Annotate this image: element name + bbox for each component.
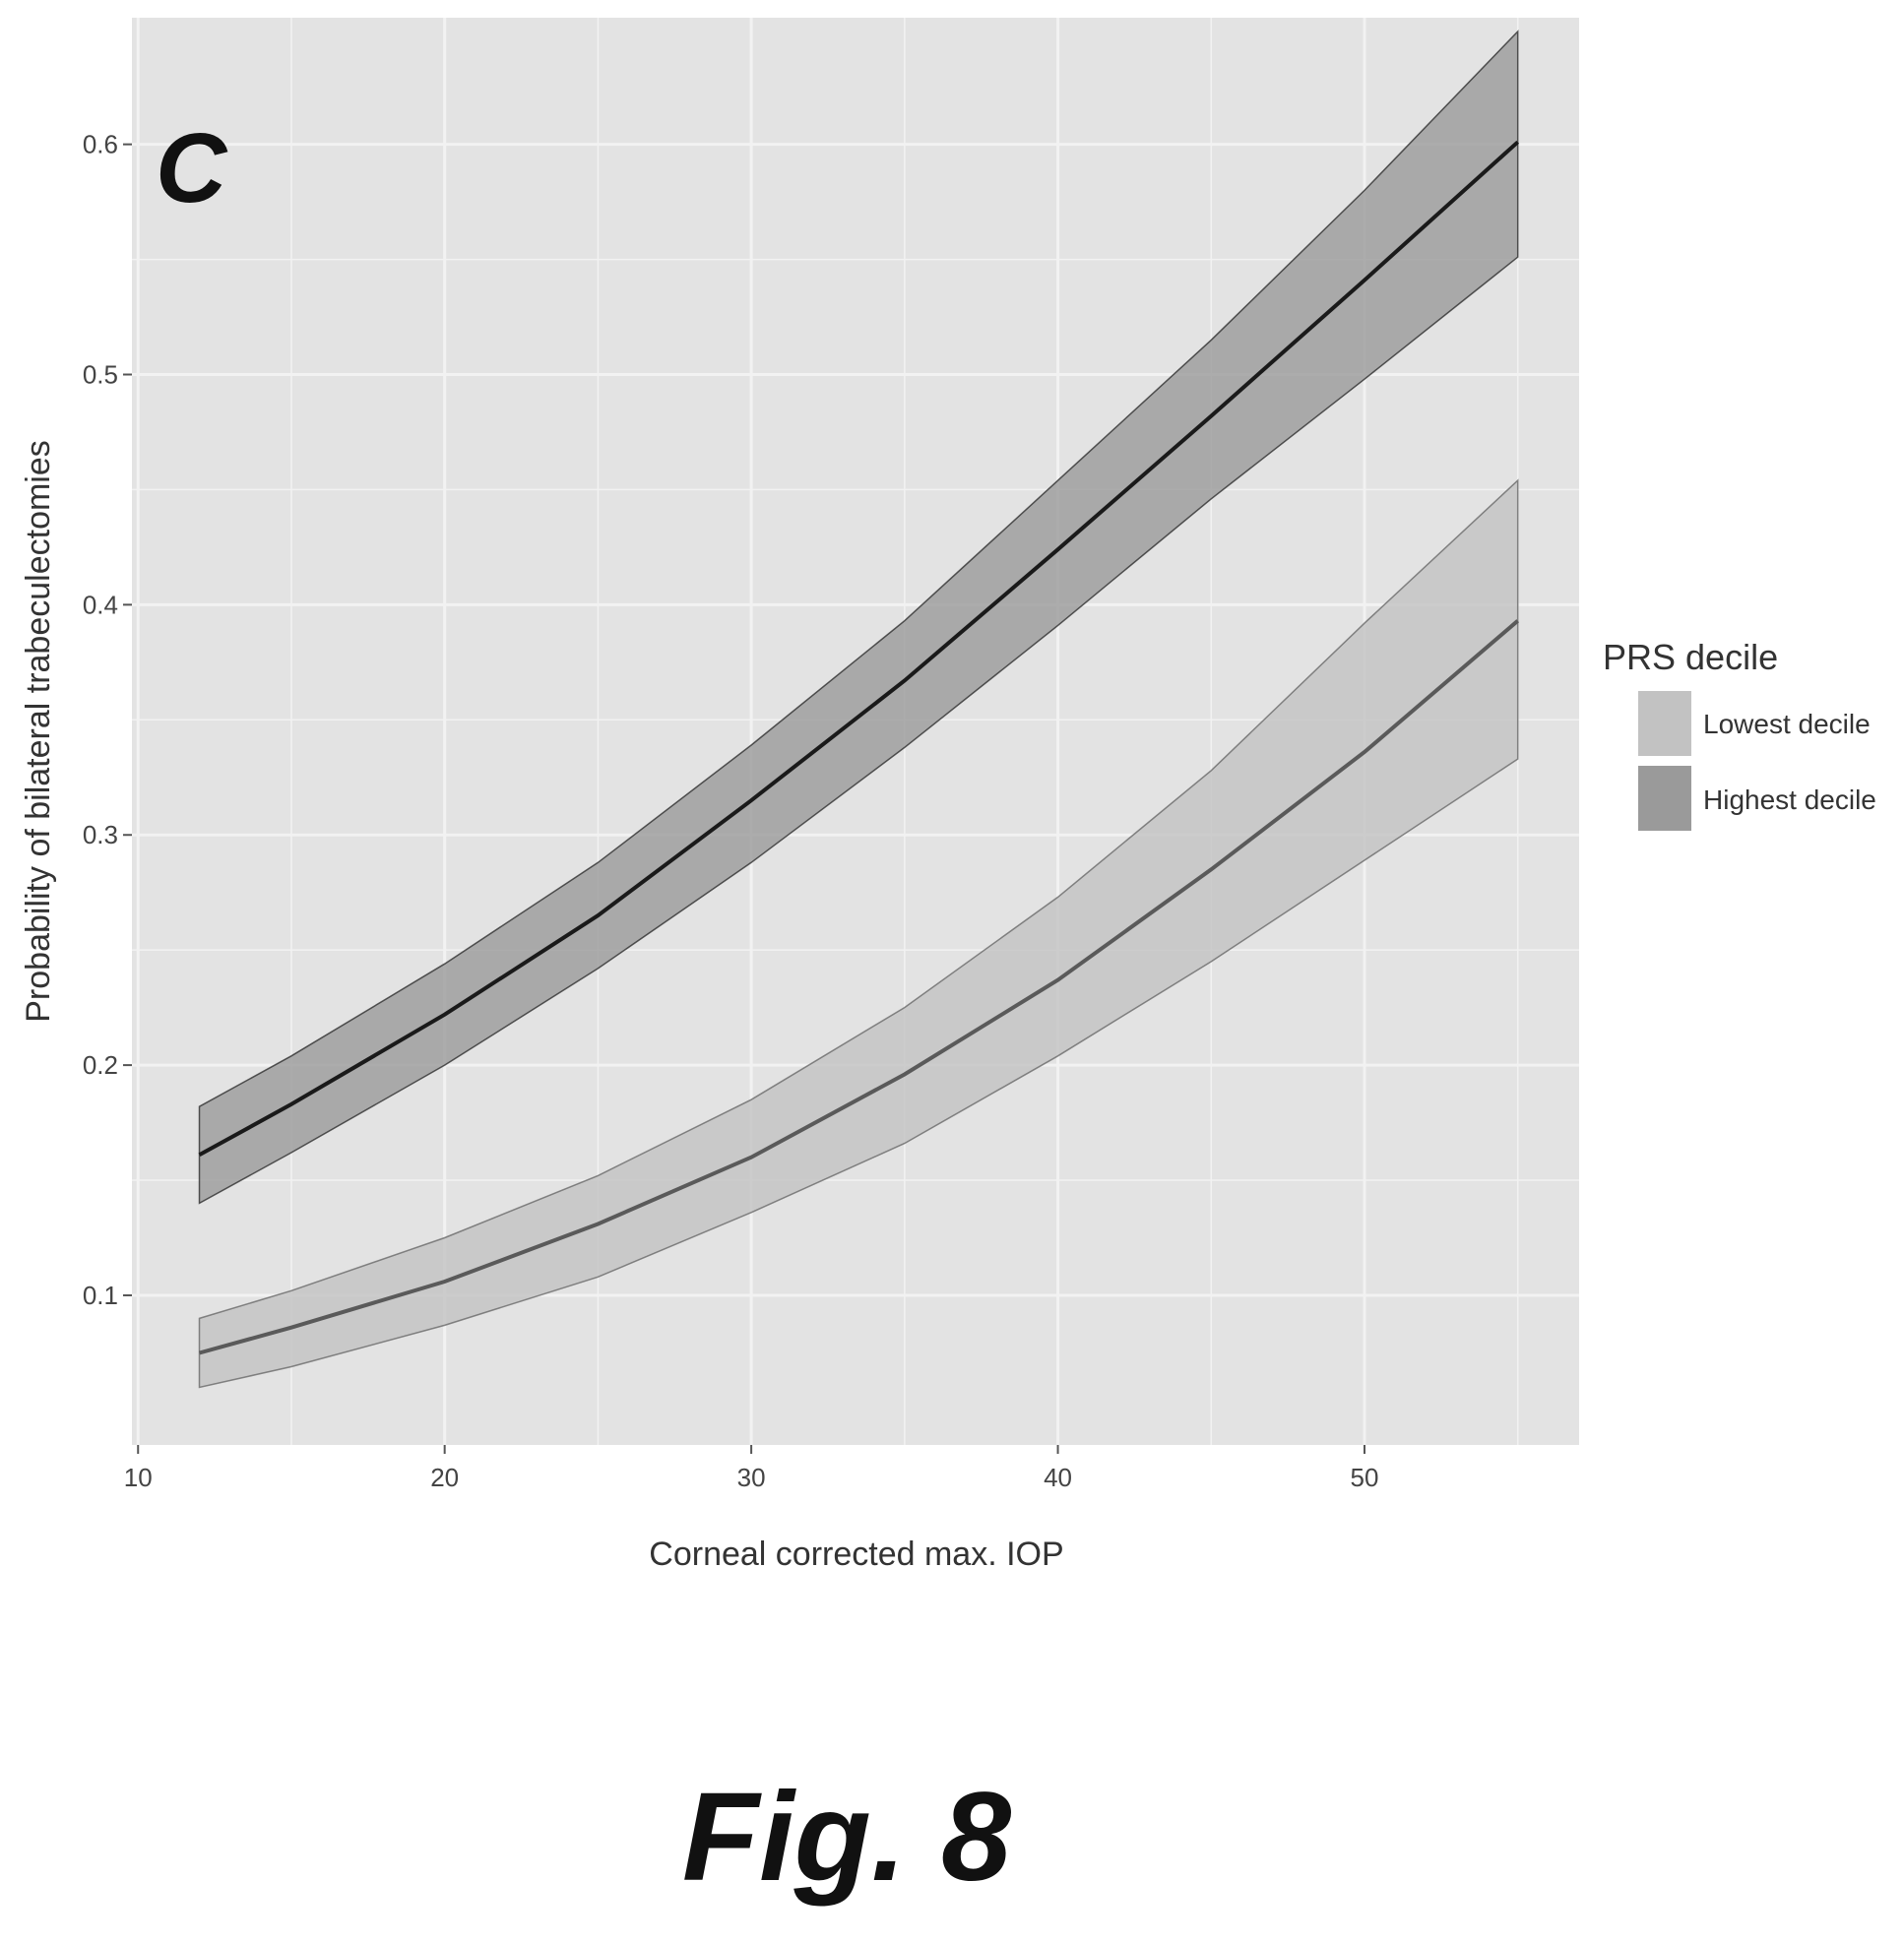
x-tick-label: 40 xyxy=(1044,1463,1072,1492)
figure-caption: Fig. 8 xyxy=(682,1767,1011,1908)
y-axis-title: Probability of bilateral trabeculectomie… xyxy=(20,440,57,1023)
x-tick-label: 20 xyxy=(430,1463,459,1492)
legend-label-highest-decile: Highest decile xyxy=(1703,784,1876,815)
x-tick-label: 50 xyxy=(1351,1463,1379,1492)
y-tick-label: 0.1 xyxy=(83,1281,118,1310)
legend-key-highest-decile xyxy=(1638,766,1691,831)
fit-lines xyxy=(198,140,1520,1355)
y-tick-label: 0.3 xyxy=(83,820,118,849)
y-tick-label: 0.5 xyxy=(83,360,118,390)
panel-letter: C xyxy=(156,113,228,223)
ribbon-lowest-decile xyxy=(198,478,1519,1389)
fit-line-lowest-decile xyxy=(198,619,1520,1355)
legend-label-lowest-decile: Lowest decile xyxy=(1703,709,1871,739)
fit-line-highest-decile xyxy=(198,140,1520,1158)
x-tick-label: 30 xyxy=(737,1463,766,1492)
legend-title: PRS decile xyxy=(1603,637,1778,677)
legend: PRS decile Lowest decile Highest decile xyxy=(1603,637,1876,831)
x-tick-label: 10 xyxy=(124,1463,153,1492)
x-axis-title: Corneal corrected max. IOP xyxy=(649,1536,1063,1573)
x-axis-ticks: 10 20 30 40 50 xyxy=(124,1445,1379,1492)
y-tick-label: 0.2 xyxy=(83,1050,118,1080)
legend-key-lowest-decile xyxy=(1638,691,1691,756)
y-tick-label: 0.4 xyxy=(83,590,118,619)
y-tick-label: 0.6 xyxy=(83,130,118,159)
y-axis-ticks: 0.1 0.2 0.3 0.4 0.5 0.6 xyxy=(83,130,132,1310)
ribbon-highest-decile xyxy=(198,30,1519,1205)
ribbons xyxy=(198,30,1519,1389)
